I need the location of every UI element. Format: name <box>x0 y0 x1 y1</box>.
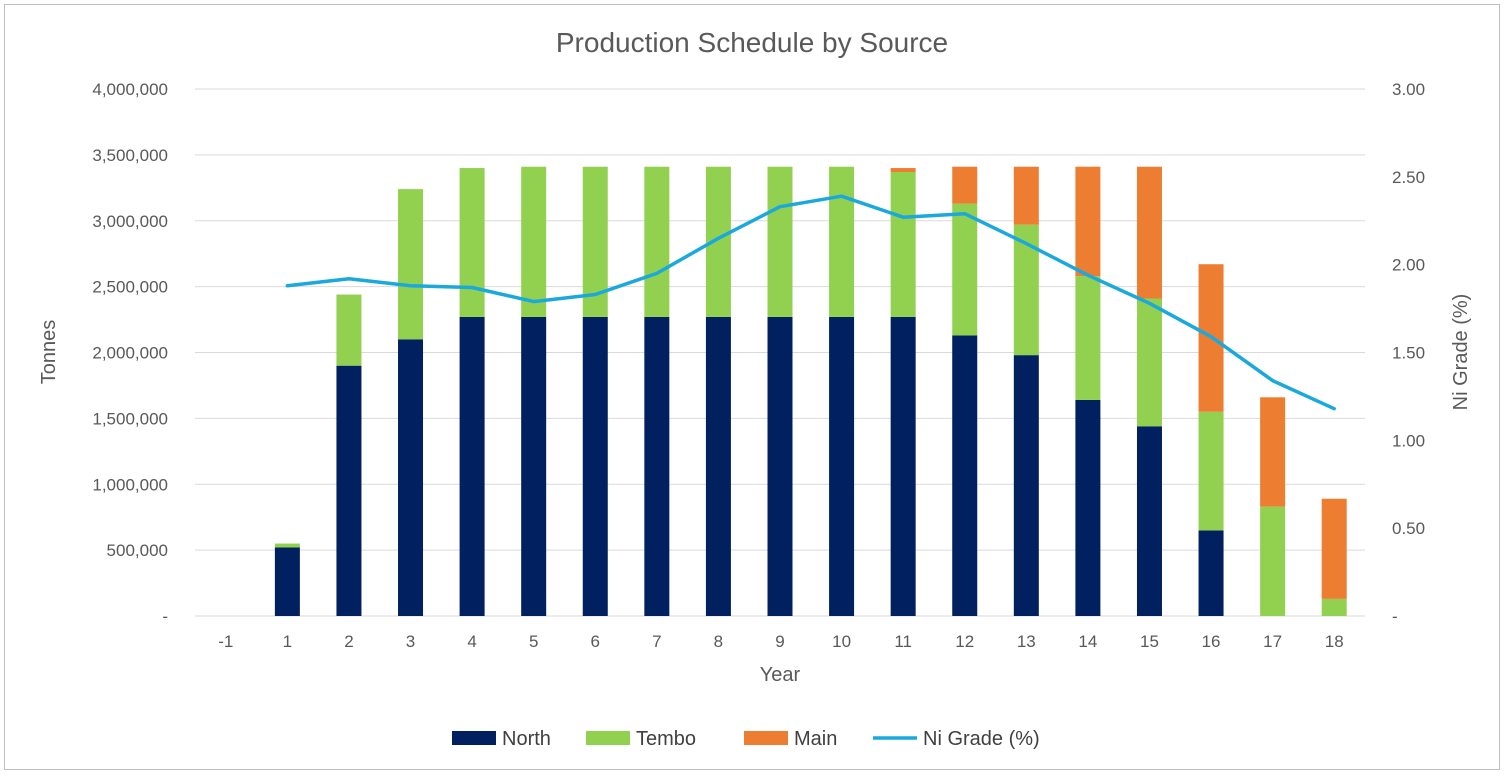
x-tick-label: 9 <box>775 632 784 651</box>
x-tick-label: 8 <box>714 632 723 651</box>
x-tick-label: 13 <box>1017 632 1036 651</box>
left-axis-ticks: - 500,000 1,000,000 1,500,000 2,000,000 2,500… <box>92 80 168 626</box>
x-tick-label: 16 <box>1202 632 1221 651</box>
y2-tick-label: 1.50 <box>1392 344 1425 363</box>
bar-north-5 <box>521 316 547 616</box>
y2-axis-title: Ni Grade (%) <box>1450 294 1472 411</box>
y-axis-title: Tonnes <box>38 320 60 385</box>
bar-north-2 <box>336 365 362 616</box>
right-axis-ticks: - 0.50 1.00 1.50 2.00 2.50 3.00 <box>1392 80 1425 626</box>
x-tick-label: -1 <box>218 632 233 651</box>
ni-grade-line-group <box>285 194 1336 411</box>
bar-main-11 <box>890 168 916 173</box>
bar-north-7 <box>644 316 670 616</box>
y-tick-label: 2,000,000 <box>92 344 168 363</box>
y-tick-label: 2,500,000 <box>92 278 168 297</box>
y-tick-label: - <box>162 607 168 626</box>
bar-tembo-14 <box>1075 276 1101 400</box>
y-tick-label: 3,500,000 <box>92 146 168 165</box>
y2-tick-label: - <box>1392 607 1398 626</box>
x-tick-label: 17 <box>1263 632 1282 651</box>
bar-north-11 <box>890 316 916 616</box>
bar-main-12 <box>952 166 978 204</box>
bar-tembo-9 <box>767 166 793 317</box>
x-tick-label: 14 <box>1078 632 1097 651</box>
bar-tembo-16 <box>1198 411 1224 531</box>
bar-tembo-1 <box>274 543 300 548</box>
y2-tick-label: 0.50 <box>1392 519 1425 538</box>
bar-north-13 <box>1013 355 1039 616</box>
bar-tembo-18 <box>1321 598 1347 616</box>
y-tick-label: 1,000,000 <box>92 475 168 494</box>
legend-swatch-tembo <box>586 731 630 745</box>
x-tick-label: 6 <box>591 632 600 651</box>
x-tick-label: 15 <box>1140 632 1159 651</box>
chart-frame <box>4 4 1500 770</box>
y-tick-label: 500,000 <box>107 541 168 560</box>
y-tick-label: 1,500,000 <box>92 409 168 428</box>
bar-main-14 <box>1075 166 1101 277</box>
x-tick-label: 2 <box>344 632 353 651</box>
x-axis-ticks: -1 1 2 3 4 5 6 7 8 9 10 11 12 13 14 15 16 17 18 <box>218 632 1343 651</box>
x-tick-label: 3 <box>406 632 415 651</box>
ni-grade-line <box>285 194 1336 411</box>
bar-main-18 <box>1321 498 1347 599</box>
bar-north-15 <box>1136 426 1162 616</box>
legend-label-tembo: Tembo <box>636 728 696 750</box>
x-tick-label: 12 <box>955 632 974 651</box>
x-tick-label: 11 <box>894 632 912 651</box>
bar-tembo-7 <box>644 166 670 317</box>
bar-north-9 <box>767 316 793 616</box>
bar-north-1 <box>274 547 300 616</box>
bar-north-4 <box>459 316 485 616</box>
y2-tick-label: 2.00 <box>1392 256 1425 275</box>
legend-swatch-main <box>744 731 788 745</box>
bar-tembo-2 <box>336 294 362 366</box>
legend-label-north: North <box>502 728 551 750</box>
bar-north-12 <box>952 335 978 616</box>
bar-main-13 <box>1013 166 1039 225</box>
bar-north-16 <box>1198 530 1224 616</box>
y-tick-label: 3,000,000 <box>92 212 168 231</box>
x-tick-label: 7 <box>652 632 661 651</box>
bar-north-6 <box>582 316 608 616</box>
legend-label-ni-grade: Ni Grade (%) <box>923 728 1040 750</box>
x-tick-label: 18 <box>1325 632 1344 651</box>
bar-tembo-3 <box>398 189 424 340</box>
x-tick-label: 10 <box>832 632 851 651</box>
x-tick-label: 4 <box>467 632 476 651</box>
bar-main-17 <box>1260 397 1286 507</box>
legend-swatch-north <box>452 731 496 745</box>
legend-label-main: Main <box>794 728 837 750</box>
bar-north-14 <box>1075 399 1101 616</box>
chart-title: Production Schedule by Source <box>556 27 948 58</box>
y-tick-label: 4,000,000 <box>92 80 168 99</box>
bar-tembo-10 <box>829 166 855 317</box>
y2-tick-label: 3.00 <box>1392 80 1425 99</box>
x-tick-label: 1 <box>283 632 292 651</box>
bar-tembo-11 <box>890 172 916 317</box>
bar-north-3 <box>398 339 424 616</box>
bar-tembo-4 <box>459 168 485 317</box>
bar-tembo-12 <box>952 203 978 336</box>
x-axis-title: Year <box>760 664 801 686</box>
bar-north-8 <box>705 316 731 616</box>
bar-main-15 <box>1136 166 1162 299</box>
bar-north-10 <box>829 316 855 616</box>
legend: North Tembo Main Ni Grade (%) <box>452 728 1040 750</box>
x-tick-label: 5 <box>529 632 538 651</box>
bar-tembo-15 <box>1136 298 1162 427</box>
y2-tick-label: 2.50 <box>1392 168 1425 187</box>
y2-tick-label: 1.00 <box>1392 431 1425 450</box>
bar-tembo-5 <box>521 166 547 317</box>
bar-series <box>274 166 1347 616</box>
bar-tembo-17 <box>1260 506 1286 616</box>
